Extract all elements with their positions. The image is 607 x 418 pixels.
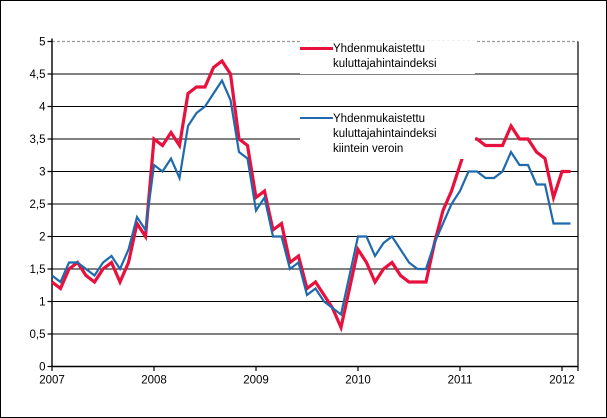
hicp-series-line bbox=[51, 58, 571, 333]
y-axis-label: 2 bbox=[39, 232, 45, 244]
hicp-line-swatch bbox=[300, 47, 333, 50]
hicp-constant-taxes-series-line bbox=[51, 78, 571, 317]
y-axis-label: 4,5 bbox=[30, 69, 46, 81]
y-axis-label: 3 bbox=[39, 167, 45, 179]
y-axis-label: 4 bbox=[39, 102, 46, 114]
x-axis-label: 2012 bbox=[549, 375, 575, 387]
y-axis-label: 1,5 bbox=[30, 264, 46, 276]
x-axis-label: 2008 bbox=[141, 375, 167, 387]
legend-item-hicp-constant-taxes: Yhdenmukaistettu kuluttajahintaindeksi k… bbox=[300, 111, 475, 159]
x-axis-label: 2011 bbox=[448, 375, 473, 387]
x-axis-label: 2010 bbox=[345, 375, 371, 387]
legend-item-hicp: Yhdenmukaistettu kuluttajahintaindeksi bbox=[300, 41, 475, 74]
legend-label-hicp: Yhdenmukaistettu kuluttajahintaindeksi bbox=[333, 43, 437, 70]
x-axis-label: 2007 bbox=[39, 375, 65, 387]
y-axis-label: 3,5 bbox=[30, 134, 46, 146]
legend-label-hicp-constant-taxes: Yhdenmukaistettu kuluttajahintaindeksi k… bbox=[333, 113, 437, 155]
y-axis-label: 0 bbox=[39, 362, 45, 374]
y-axis-label: 2,5 bbox=[30, 199, 46, 211]
y-axis-label: 1 bbox=[39, 297, 45, 309]
y-axis-label: 0,5 bbox=[30, 329, 46, 341]
x-axis-label: 2009 bbox=[243, 375, 269, 387]
hicp-constant-taxes-line-swatch bbox=[300, 117, 333, 119]
y-axis-label: 5 bbox=[39, 37, 45, 49]
